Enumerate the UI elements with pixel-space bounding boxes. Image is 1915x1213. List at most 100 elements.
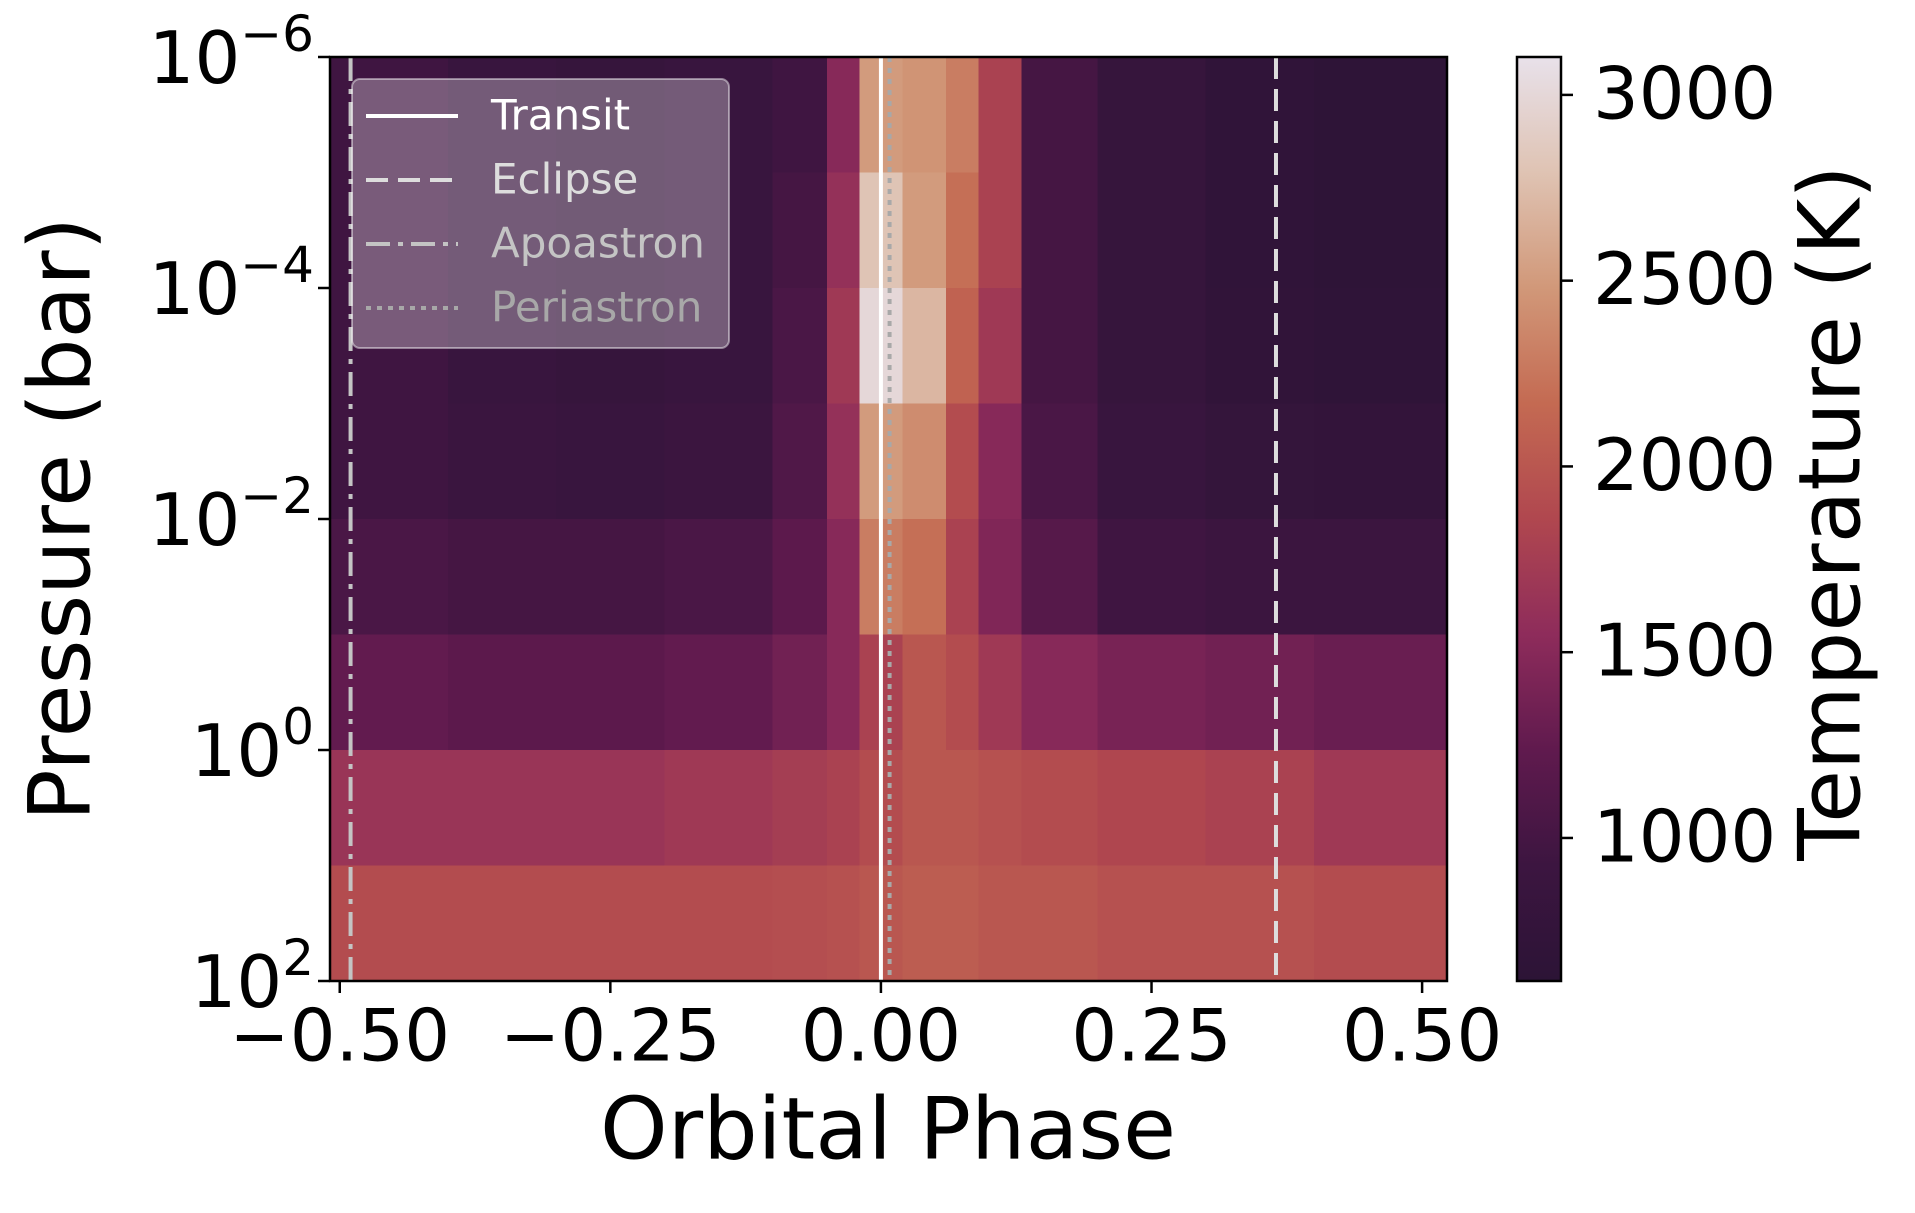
heatmap-cell <box>1021 750 1098 867</box>
heatmap-cell <box>826 750 860 867</box>
heatmap-cell <box>978 634 1023 751</box>
legend: Transit Eclipse Apoastron Periastron <box>351 78 730 349</box>
legend-box <box>351 78 730 349</box>
heatmap-cell <box>1021 403 1098 520</box>
heatmap-cell <box>772 172 828 289</box>
x-axis-label: Orbital Phase <box>600 1079 1176 1179</box>
heatmap-cell <box>902 288 947 405</box>
heatmap-cell <box>826 403 860 520</box>
heatmap-cell <box>1205 634 1315 751</box>
y-tick-label: 102 <box>191 929 314 1024</box>
heatmap-cell <box>1097 634 1207 751</box>
heatmap-cell <box>1205 865 1315 982</box>
colorbar-label: Temperature (K) <box>1780 165 1880 862</box>
colorbar-tick-label: 2500 <box>1593 237 1776 321</box>
x-tick-label: 0.25 <box>1071 994 1231 1078</box>
heatmap-cell <box>664 750 774 867</box>
heatmap-cell <box>556 634 666 751</box>
heatmap-cell <box>772 519 828 636</box>
heatmap-cell <box>556 57 666 174</box>
heatmap-cell <box>1313 172 1448 289</box>
heatmap-cell <box>978 288 1023 405</box>
heatmap-cell <box>978 403 1023 520</box>
y-tick-label: 10−2 <box>149 467 314 562</box>
heatmap-cell <box>556 403 666 520</box>
heatmap-cell <box>772 403 828 520</box>
heatmap-cell <box>447 57 557 174</box>
heatmap-cell <box>556 288 666 405</box>
colorbar-tick-label: 1500 <box>1593 609 1776 693</box>
heatmap-cell <box>1313 519 1448 636</box>
heatmap-cell <box>330 519 449 636</box>
heatmap-cell <box>1097 750 1207 867</box>
heatmap-cell <box>945 172 979 289</box>
heatmap-cell <box>902 865 947 982</box>
heatmap-cell <box>556 750 666 867</box>
heatmap-cell <box>330 865 449 982</box>
heatmap-cell <box>330 750 449 867</box>
heatmap-cell <box>826 634 860 751</box>
heatmap-cell <box>1021 288 1098 405</box>
legend-label: Periastron <box>491 283 702 332</box>
heatmap-cell <box>945 865 979 982</box>
heatmap-cell <box>945 288 979 405</box>
heatmap-cell <box>772 865 828 982</box>
heatmap-cell <box>1205 519 1315 636</box>
heatmap-cell <box>447 288 557 405</box>
heatmap-cell <box>1313 57 1448 174</box>
heatmap-cell <box>1313 865 1448 982</box>
heatmap-cell <box>902 403 947 520</box>
heatmap-cell <box>664 57 774 174</box>
heatmap-cell <box>1021 57 1098 174</box>
heatmap-cell <box>902 519 947 636</box>
heatmap-cell <box>1313 288 1448 405</box>
colorbar-tick-label: 2000 <box>1593 423 1776 507</box>
legend-label: Apoastron <box>491 219 705 268</box>
heatmap-cell <box>1097 519 1207 636</box>
heatmap-cell <box>1205 403 1315 520</box>
heatmap-cell <box>1313 750 1448 867</box>
heatmap-cell <box>978 519 1023 636</box>
heatmap-cell <box>664 403 774 520</box>
heatmap-cell <box>826 172 860 289</box>
heatmap-cell <box>664 172 774 289</box>
heatmap-cell <box>447 172 557 289</box>
heatmap-cell <box>772 57 828 174</box>
heatmap-cell <box>1205 750 1315 867</box>
heatmap-cell <box>902 634 947 751</box>
heatmap-cell <box>945 634 979 751</box>
heatmap-cell <box>1021 172 1098 289</box>
heatmap-cell <box>772 750 828 867</box>
legend-label: Transit <box>490 91 630 140</box>
heatmap-cell <box>1097 288 1207 405</box>
heatmap-cell <box>1313 634 1448 751</box>
heatmap-cell <box>330 634 449 751</box>
heatmap-cell <box>978 172 1023 289</box>
heatmap-cell <box>447 403 557 520</box>
heatmap-cell <box>664 634 774 751</box>
heatmap-cell <box>664 288 774 405</box>
x-tick-label: 0.50 <box>1342 994 1502 1078</box>
heatmap-cell <box>772 634 828 751</box>
y-tick-label: 100 <box>191 698 314 793</box>
x-tick-label: 0.00 <box>801 994 961 1078</box>
y-tick-label: 10−4 <box>149 236 314 331</box>
heatmap-cell <box>945 403 979 520</box>
heatmap-cell <box>1097 172 1207 289</box>
heatmap-cell <box>826 288 860 405</box>
legend-label: Eclipse <box>491 155 638 204</box>
colorbar <box>1515 55 1563 983</box>
heatmap-cell <box>447 865 557 982</box>
y-axis-label: Pressure (bar) <box>10 217 110 821</box>
heatmap-cell <box>902 172 947 289</box>
heatmap-cell <box>826 519 860 636</box>
heatmap-cell <box>1205 288 1315 405</box>
x-tick-label: −0.25 <box>500 994 721 1078</box>
heatmap-cell <box>556 865 666 982</box>
heatmap-cell <box>978 750 1023 867</box>
x-tick-label: −0.50 <box>229 994 450 1078</box>
colorbar-tick-label: 3000 <box>1593 51 1776 135</box>
heatmap-cell <box>978 865 1023 982</box>
heatmap-cell <box>1205 172 1315 289</box>
